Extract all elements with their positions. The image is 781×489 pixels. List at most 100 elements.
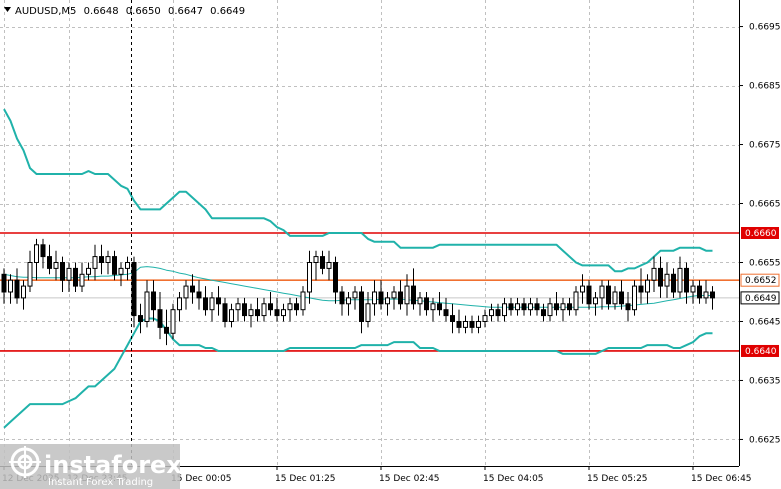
candle[interactable]: [177, 291, 182, 322]
candle[interactable]: [443, 297, 449, 322]
candle[interactable]: [619, 280, 624, 310]
candle[interactable]: [469, 315, 475, 334]
candle[interactable]: [359, 286, 364, 334]
candle[interactable]: [515, 297, 520, 316]
candle[interactable]: [554, 291, 559, 316]
candle[interactable]: [398, 280, 403, 310]
candle[interactable]: [658, 256, 663, 298]
candle[interactable]: [664, 262, 670, 298]
candle[interactable]: [157, 291, 163, 340]
candle[interactable]: [385, 291, 390, 316]
candle[interactable]: [450, 303, 455, 334]
candle[interactable]: [203, 286, 208, 316]
candle[interactable]: [710, 286, 715, 310]
candle[interactable]: [411, 268, 416, 310]
candle[interactable]: [118, 262, 124, 287]
candle[interactable]: [86, 262, 91, 281]
candle[interactable]: [534, 297, 540, 316]
candle[interactable]: [599, 280, 605, 310]
candle[interactable]: [183, 280, 189, 310]
candle[interactable]: [404, 274, 410, 316]
candle[interactable]: [190, 274, 195, 304]
candle[interactable]: [489, 303, 494, 322]
candle[interactable]: [326, 250, 332, 281]
candle[interactable]: [14, 268, 20, 304]
candle[interactable]: [255, 297, 260, 322]
candle[interactable]: [697, 280, 702, 304]
candle[interactable]: [313, 250, 319, 281]
candle[interactable]: [216, 286, 221, 316]
candle[interactable]: [424, 291, 429, 316]
candle[interactable]: [645, 274, 650, 304]
candle[interactable]: [567, 297, 572, 316]
candle[interactable]: [580, 274, 585, 304]
candle[interactable]: [40, 238, 46, 269]
candle[interactable]: [352, 286, 358, 310]
candle[interactable]: [508, 297, 514, 316]
collapse-triangle-icon[interactable]: [4, 7, 11, 12]
candle[interactable]: [482, 309, 488, 328]
candle[interactable]: [1, 268, 7, 304]
candle[interactable]: [287, 297, 293, 322]
candle[interactable]: [99, 244, 104, 275]
candle[interactable]: [248, 303, 254, 328]
candle[interactable]: [612, 286, 618, 310]
candle[interactable]: [528, 297, 533, 316]
candle[interactable]: [346, 291, 351, 316]
candle[interactable]: [73, 262, 78, 292]
candle[interactable]: [703, 280, 709, 304]
candle[interactable]: [60, 256, 65, 292]
candle[interactable]: [47, 244, 52, 275]
candle[interactable]: [593, 291, 598, 316]
candle[interactable]: [463, 315, 468, 334]
candle[interactable]: [21, 280, 26, 310]
candle[interactable]: [638, 268, 644, 304]
candle[interactable]: [430, 297, 436, 322]
candle[interactable]: [222, 297, 228, 328]
candle[interactable]: [261, 297, 267, 322]
candle[interactable]: [281, 303, 286, 322]
candle[interactable]: [34, 238, 39, 281]
candle[interactable]: [502, 297, 507, 322]
candle[interactable]: [437, 291, 442, 316]
candle[interactable]: [268, 291, 273, 316]
candle[interactable]: [684, 262, 689, 304]
candle[interactable]: [229, 303, 234, 328]
candle[interactable]: [333, 256, 338, 304]
candle[interactable]: [547, 297, 553, 322]
candle[interactable]: [112, 250, 117, 281]
candle[interactable]: [606, 280, 611, 310]
candle[interactable]: [417, 291, 423, 316]
candle[interactable]: [196, 280, 202, 310]
candle[interactable]: [320, 250, 325, 275]
candle[interactable]: [144, 280, 150, 328]
candle[interactable]: [495, 303, 501, 322]
candle[interactable]: [209, 291, 215, 322]
candle[interactable]: [378, 280, 384, 310]
candle[interactable]: [677, 256, 683, 298]
candle[interactable]: [242, 297, 247, 322]
candle[interactable]: [8, 274, 13, 304]
candle[interactable]: [586, 280, 592, 310]
candle[interactable]: [125, 256, 130, 281]
candle[interactable]: [339, 286, 345, 316]
candle[interactable]: [151, 280, 156, 322]
candle[interactable]: [235, 297, 241, 322]
candle[interactable]: [164, 309, 169, 346]
candle[interactable]: [573, 286, 579, 316]
candle[interactable]: [138, 303, 143, 334]
candle[interactable]: [274, 297, 280, 322]
candle[interactable]: [632, 280, 637, 316]
candle[interactable]: [560, 297, 566, 322]
candle[interactable]: [541, 303, 546, 322]
candle[interactable]: [105, 250, 111, 275]
candle[interactable]: [625, 291, 631, 322]
candle[interactable]: [521, 297, 527, 316]
candle[interactable]: [307, 250, 312, 304]
candle[interactable]: [170, 303, 176, 340]
candle[interactable]: [690, 280, 696, 304]
candle[interactable]: [300, 286, 306, 316]
candle[interactable]: [66, 262, 72, 292]
candle[interactable]: [476, 315, 481, 334]
candle[interactable]: [92, 244, 98, 281]
